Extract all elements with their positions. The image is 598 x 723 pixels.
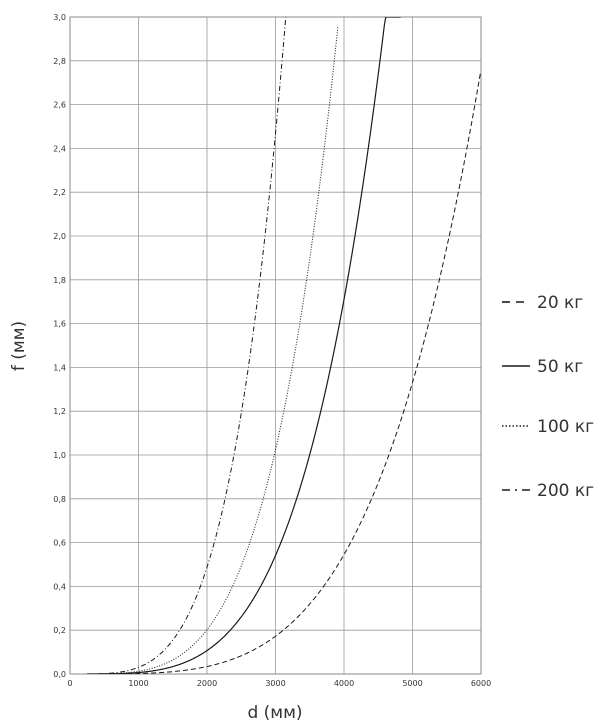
x-axis-title: d (мм) — [247, 703, 302, 723]
grid — [69, 16, 482, 675]
series-line-2 — [87, 17, 401, 674]
series-line-4 — [87, 17, 287, 674]
legend-label: 50 кг — [537, 357, 583, 377]
y-tick-label: 0,4 — [53, 582, 66, 591]
y-axis-title: f (мм) — [9, 321, 29, 371]
y-tick-label: 1,2 — [53, 407, 66, 416]
series-line-1 — [87, 73, 481, 674]
legend-label: 100 кг — [537, 417, 594, 437]
y-tick-label: 1,4 — [53, 363, 66, 372]
x-tick-label: 0 — [67, 679, 72, 688]
series-line-3 — [87, 26, 339, 674]
x-tick-label: 6000 — [471, 679, 491, 688]
y-tick-label: 0,0 — [53, 670, 66, 679]
x-tick-label: 4000 — [334, 679, 354, 688]
legend-label: 200 кг — [537, 481, 594, 501]
x-tick-label: 5000 — [402, 679, 422, 688]
y-tick-label: 2,4 — [53, 144, 66, 153]
y-tick-label: 2,2 — [53, 188, 66, 197]
y-tick-label: 0,2 — [53, 626, 66, 635]
legend-label: 20 кг — [537, 293, 583, 313]
y-tick-label: 2,6 — [53, 101, 66, 110]
y-tick-label: 2,0 — [53, 232, 66, 241]
y-tick-label: 0,8 — [53, 495, 66, 504]
y-tick-label: 1,6 — [53, 320, 66, 329]
x-tick-label: 1000 — [128, 679, 148, 688]
y-tick-label: 2,8 — [53, 57, 66, 66]
y-tick-label: 1,8 — [53, 276, 66, 285]
y-tick-label: 3,0 — [53, 13, 66, 22]
legend: 20 кг 50 кг 100 кг 200 кг — [502, 293, 594, 501]
y-tick-label: 0,6 — [53, 539, 66, 548]
plot-frame — [69, 16, 482, 675]
x-tick-label: 3000 — [265, 679, 285, 688]
series-lines — [87, 17, 481, 674]
y-tick-label: 1,0 — [53, 451, 66, 460]
tick-labels: 0 1000 2000 3000 4000 5000 6000 0,0 0,2 0,4 0,6 0,8… — [53, 13, 491, 688]
x-tick-label: 2000 — [197, 679, 217, 688]
